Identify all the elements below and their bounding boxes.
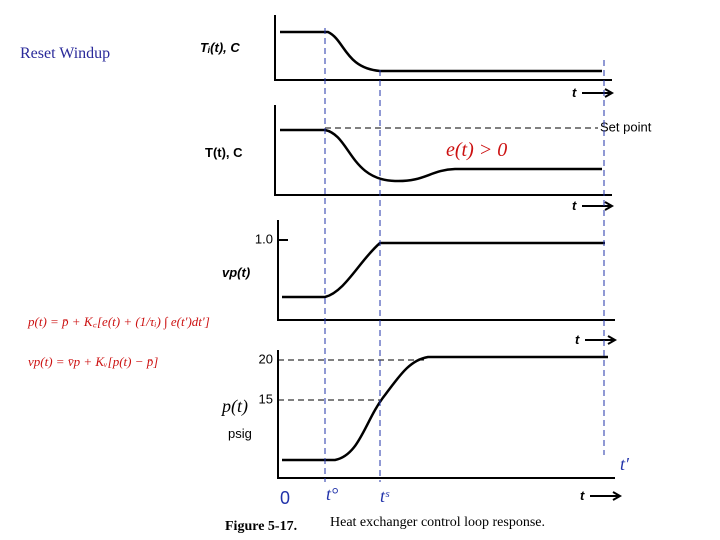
- y-unit: psig: [228, 426, 252, 441]
- x-label: t: [575, 332, 580, 347]
- time-label: t′: [620, 454, 630, 474]
- axes: [277, 350, 615, 479]
- setpoint-label: Set point: [600, 119, 652, 134]
- caption-number: Figure 5-17.: [225, 519, 297, 534]
- panel-4: 20 15 p(t) psig t: [220, 350, 623, 503]
- curve: [282, 241, 605, 299]
- slide-title: Reset Windup: [20, 45, 110, 62]
- x-label: t: [572, 198, 577, 213]
- arrow: [582, 201, 615, 211]
- curve: [280, 128, 602, 183]
- equation: vp(t) = v̄p + Kᵥ[p(t) − p̄]: [28, 354, 158, 369]
- curve: [280, 30, 602, 73]
- arrow: [590, 491, 623, 501]
- y-label: T(t), C: [205, 145, 243, 160]
- time-label: tˢ: [380, 486, 390, 506]
- caption-text: Heat exchanger control loop response.: [330, 515, 545, 530]
- equation: p(t) = p̄ + K꜀[e(t) + (1/τᵢ) ∫ e(t′)dt′]: [27, 314, 210, 330]
- x-label: t: [580, 488, 585, 503]
- curve: [282, 355, 608, 462]
- panel-3: 1.0 vp(t) t: [222, 220, 618, 347]
- y-label: Tᵢ(t), C: [200, 40, 240, 55]
- x-label: t: [572, 85, 577, 100]
- arrow: [582, 88, 615, 98]
- time-label: 0: [280, 488, 290, 508]
- tick-label: 15: [259, 391, 273, 406]
- level-lines: [278, 359, 425, 401]
- panel-2: Set point T(t), C e(t) > 0 t: [205, 105, 652, 213]
- time-markers: [324, 28, 605, 482]
- arrow: [585, 335, 618, 345]
- time-label: t°: [326, 484, 338, 504]
- axes: [277, 220, 615, 321]
- tick-label: 1.0: [255, 231, 273, 246]
- annotation: e(t) > 0: [446, 139, 507, 161]
- y-label: vp(t): [222, 265, 250, 280]
- panel-1: Tᵢ(t), C t: [200, 15, 615, 100]
- axes: [274, 105, 612, 196]
- y-label: p(t): [220, 396, 248, 417]
- axes: [274, 15, 612, 81]
- tick-label: 20: [259, 351, 273, 366]
